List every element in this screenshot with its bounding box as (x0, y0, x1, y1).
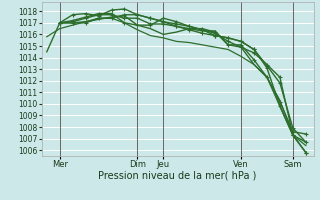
X-axis label: Pression niveau de la mer( hPa ): Pression niveau de la mer( hPa ) (99, 171, 257, 181)
